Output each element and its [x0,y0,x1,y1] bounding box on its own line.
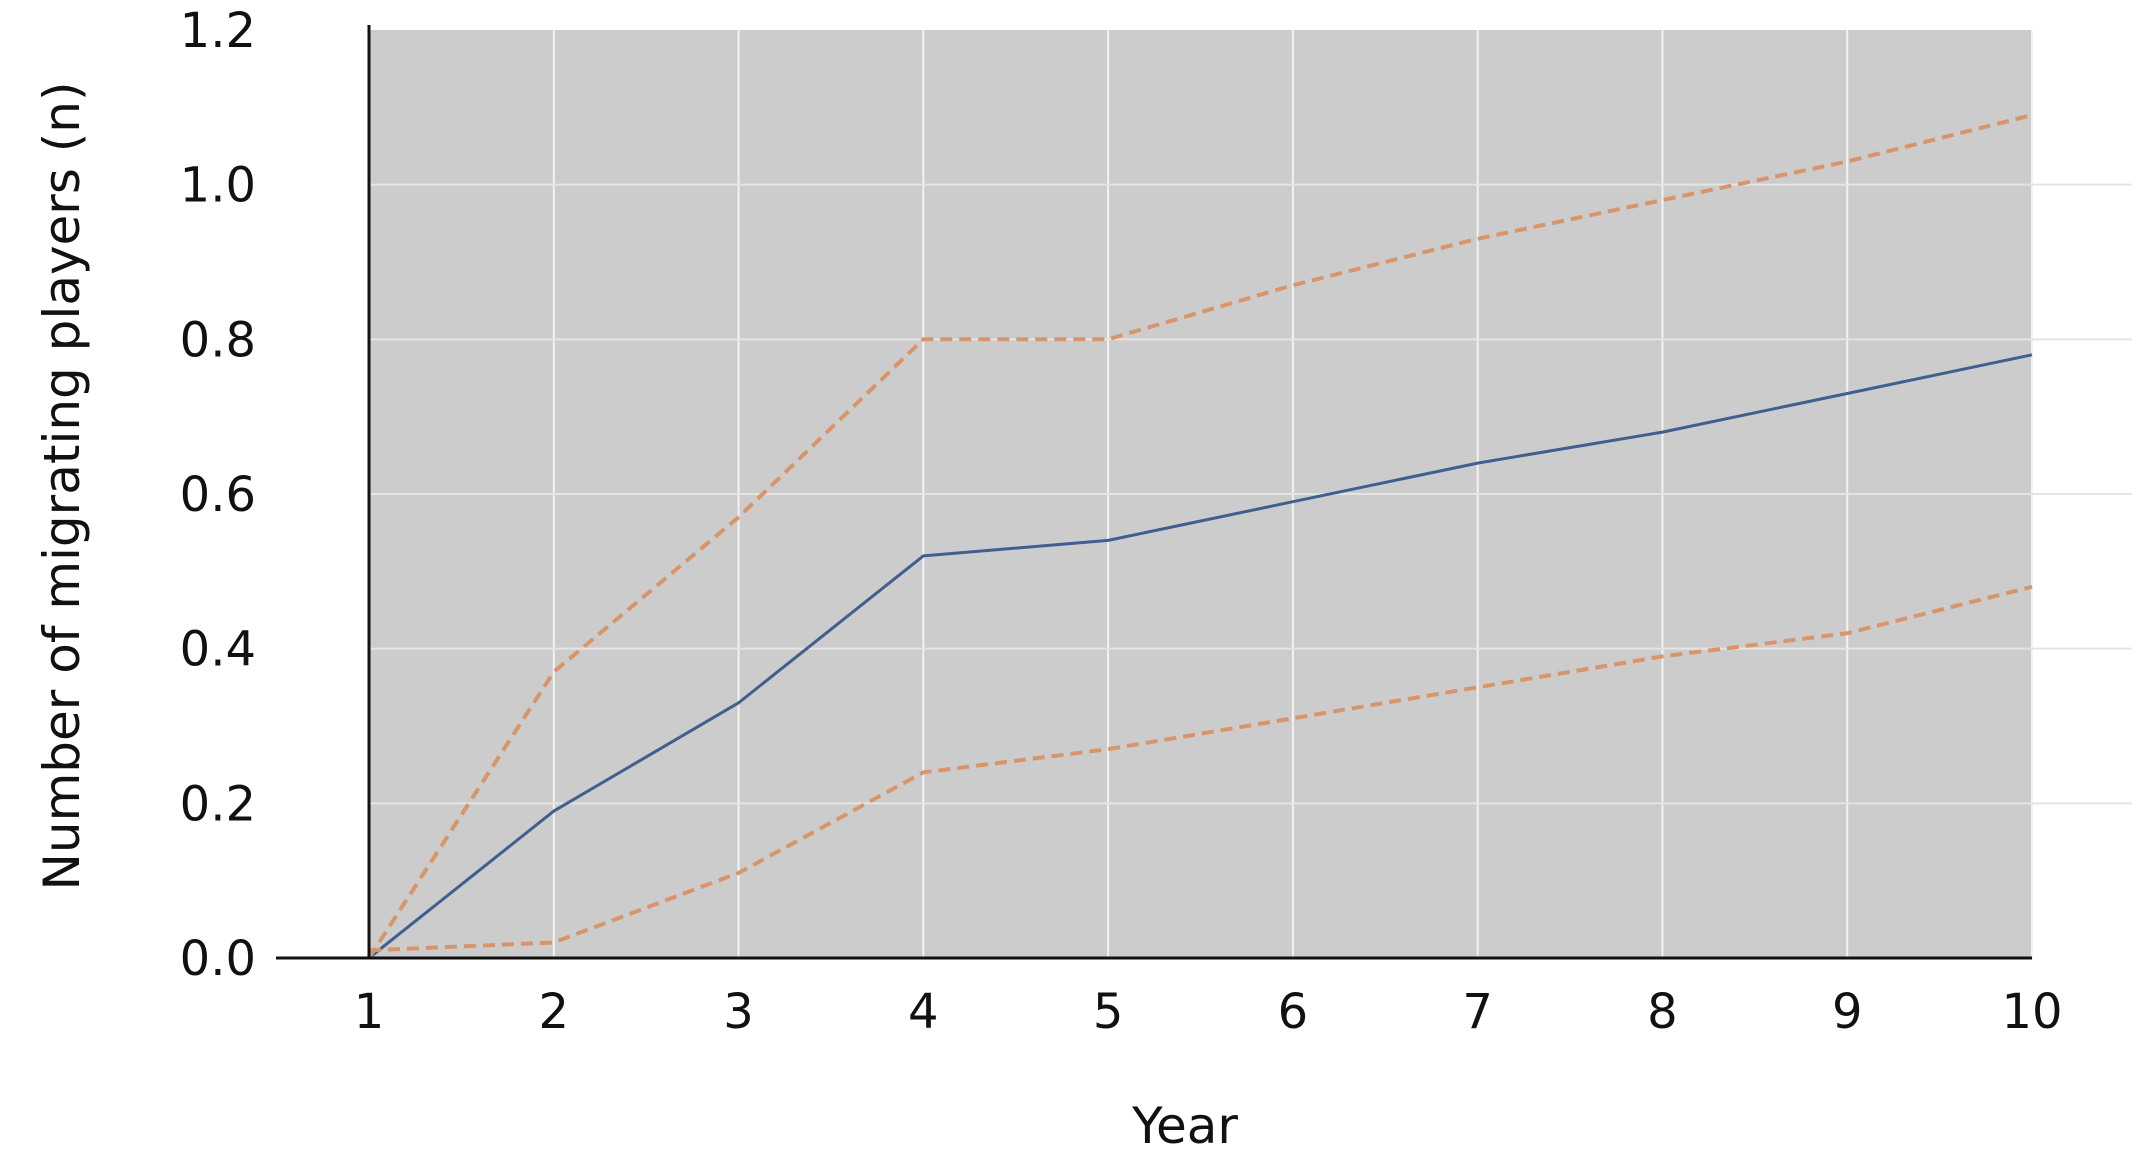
x-tick-label: 10 [2001,984,2062,1040]
x-tick-label: 7 [1462,984,1493,1040]
x-tick-label: 8 [1647,984,1678,1040]
x-tick-label: 4 [908,984,939,1040]
y-tick-label: 0.4 [180,622,256,678]
x-tick-labels: 1 2 3 4 5 6 7 8 9 10 [354,984,2063,1040]
y-tick-label: 0.8 [180,312,256,368]
y-tick-label: 1.0 [180,158,256,214]
x-tick-label: 3 [723,984,754,1040]
y-axis-title: Number of migrating players (n) [33,81,91,890]
dashed-bound-line-1 [367,113,2033,960]
x-axis-title: Year [1131,1097,1238,1155]
series-lines [367,113,2033,960]
axes [276,25,2032,960]
x-tick-label: 2 [539,984,570,1040]
x-tick-label: 5 [1093,984,1124,1040]
gridlines [369,30,2132,958]
y-tick-label: 0.0 [180,931,256,987]
x-tick-label: 6 [1278,984,1309,1040]
x-tick-label: 1 [354,984,385,1040]
y-tick-labels: 0.0 0.2 0.4 0.6 0.8 1.0 1.2 [180,3,256,987]
dashed-bound-line-2 [368,584,2033,953]
x-tick-label: 9 [1832,984,1863,1040]
y-tick-label: 1.2 [180,3,256,59]
solid-estimate-line [368,353,2033,960]
y-tick-label: 0.6 [180,467,256,523]
y-tick-label: 0.2 [180,776,256,832]
